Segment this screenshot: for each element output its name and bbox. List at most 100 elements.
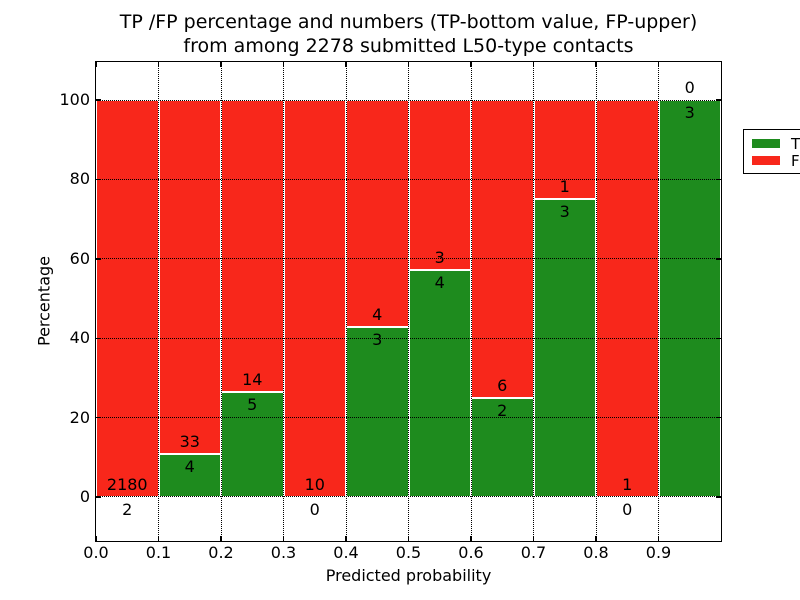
x-tick-bottom (157, 536, 160, 541)
tp-bar-segment (346, 326, 409, 497)
legend: TP FP (743, 129, 800, 174)
fp-bar-segment (471, 100, 534, 398)
chart-title: TP /FP percentage and numbers (TP-bottom… (96, 10, 721, 58)
x-tick-top (595, 62, 597, 67)
fp-count-label: 10 (304, 474, 325, 494)
y-tick-label: 20 (69, 407, 90, 427)
x-tick-top (470, 62, 472, 67)
chart-title-line2: from among 2278 submitted L50-type conta… (183, 35, 634, 57)
v-gridline (158, 62, 159, 541)
y-tick-left (96, 99, 101, 101)
v-gridline (595, 62, 597, 541)
y-tick-left (96, 258, 101, 260)
x-tick-top (157, 62, 160, 67)
y-tick-right (716, 416, 721, 419)
tp-count-label: 3 (684, 103, 695, 123)
fp-count-label: 0 (684, 78, 695, 98)
y-tick-label: 40 (69, 328, 90, 348)
v-gridline (345, 62, 347, 541)
y-tick-left (96, 178, 101, 181)
x-tick-label: 0.4 (333, 543, 359, 562)
fp-bar-segment (283, 100, 346, 497)
x-tick-bottom (407, 536, 410, 541)
tp-count-label: 5 (247, 395, 258, 415)
fp-bar-segment (408, 100, 471, 271)
tp-count-label: 0 (309, 499, 320, 519)
y-tick-label: 80 (69, 169, 90, 189)
v-gridline (408, 62, 409, 541)
x-tick-label: 0.8 (583, 543, 609, 562)
x-tick-top (95, 62, 97, 67)
x-tick-bottom (282, 536, 285, 541)
tp-bar-segment (408, 270, 471, 497)
x-tick-bottom (532, 536, 535, 541)
v-gridline (533, 62, 534, 541)
x-tick-label: 0.5 (395, 543, 422, 562)
v-gridline (470, 62, 472, 541)
fp-bar-segment (158, 100, 221, 455)
tp-color-swatch (752, 139, 780, 148)
tp-bar-segment (158, 454, 221, 497)
x-tick-top (345, 62, 347, 67)
fp-count-label: 1 (622, 474, 633, 494)
legend-item-fp: FP (752, 152, 800, 169)
x-tick-bottom (595, 536, 597, 541)
y-tick-label: 60 (69, 248, 90, 268)
tp-count-label: 0 (622, 499, 633, 519)
x-tick-top (220, 62, 222, 67)
fp-bar-segment (346, 100, 409, 327)
v-gridline (220, 62, 222, 541)
x-tick-label: 0.9 (645, 543, 672, 562)
y-tick-right (716, 99, 721, 101)
x-axis-label: Predicted probability (325, 566, 492, 585)
y-tick-left (96, 337, 101, 339)
legend-label-fp: FP (791, 151, 800, 170)
tp-count-label: 2 (497, 400, 508, 420)
v-gridline (658, 62, 659, 541)
y-tick-left (96, 416, 101, 419)
legend-item-tp: TP (752, 135, 800, 152)
x-tick-top (532, 62, 535, 67)
x-tick-top (282, 62, 285, 67)
tp-bar-segment (533, 199, 596, 497)
fp-count-label: 2180 (106, 474, 148, 494)
x-tick-bottom (470, 536, 472, 541)
fp-count-label: 14 (242, 370, 263, 390)
y-tick-right (716, 496, 721, 498)
x-tick-label: 0.1 (145, 543, 172, 562)
y-tick-label: 0 (79, 486, 90, 506)
tp-bar-segment (658, 100, 721, 497)
x-tick-bottom (345, 536, 347, 541)
chart-title-line1: TP /FP percentage and numbers (TP-bottom… (119, 11, 698, 33)
fp-color-swatch (752, 156, 780, 165)
x-tick-label: 0.7 (520, 543, 547, 562)
tp-count-label: 4 (184, 457, 195, 477)
y-tick-right (716, 337, 721, 339)
tp-count-label: 3 (372, 329, 383, 349)
x-tick-bottom (220, 536, 222, 541)
fp-bar-segment (596, 100, 659, 497)
x-tick-top (657, 62, 660, 67)
x-tick-label: 0.2 (208, 543, 234, 562)
legend-label-tp: TP (791, 134, 800, 153)
tp-count-label: 4 (434, 273, 445, 293)
fp-count-label: 1 (559, 177, 570, 197)
y-tick-right (716, 258, 721, 260)
x-tick-label: 0.6 (458, 543, 484, 562)
fp-bar-segment (221, 100, 284, 393)
y-tick-right (716, 178, 721, 181)
tp-count-label: 2 (122, 499, 133, 519)
x-tick-label: 0.0 (83, 543, 109, 562)
fp-count-label: 4 (372, 304, 383, 324)
v-gridline (283, 62, 284, 541)
fp-count-label: 3 (434, 248, 445, 268)
x-tick-label: 0.3 (270, 543, 297, 562)
fp-bar-segment (96, 100, 159, 497)
fp-count-label: 33 (179, 432, 200, 452)
tp-count-label: 3 (559, 202, 570, 222)
x-tick-bottom (95, 536, 97, 541)
x-tick-top (407, 62, 410, 67)
x-tick-bottom (657, 536, 660, 541)
y-tick-label: 100 (59, 90, 90, 110)
